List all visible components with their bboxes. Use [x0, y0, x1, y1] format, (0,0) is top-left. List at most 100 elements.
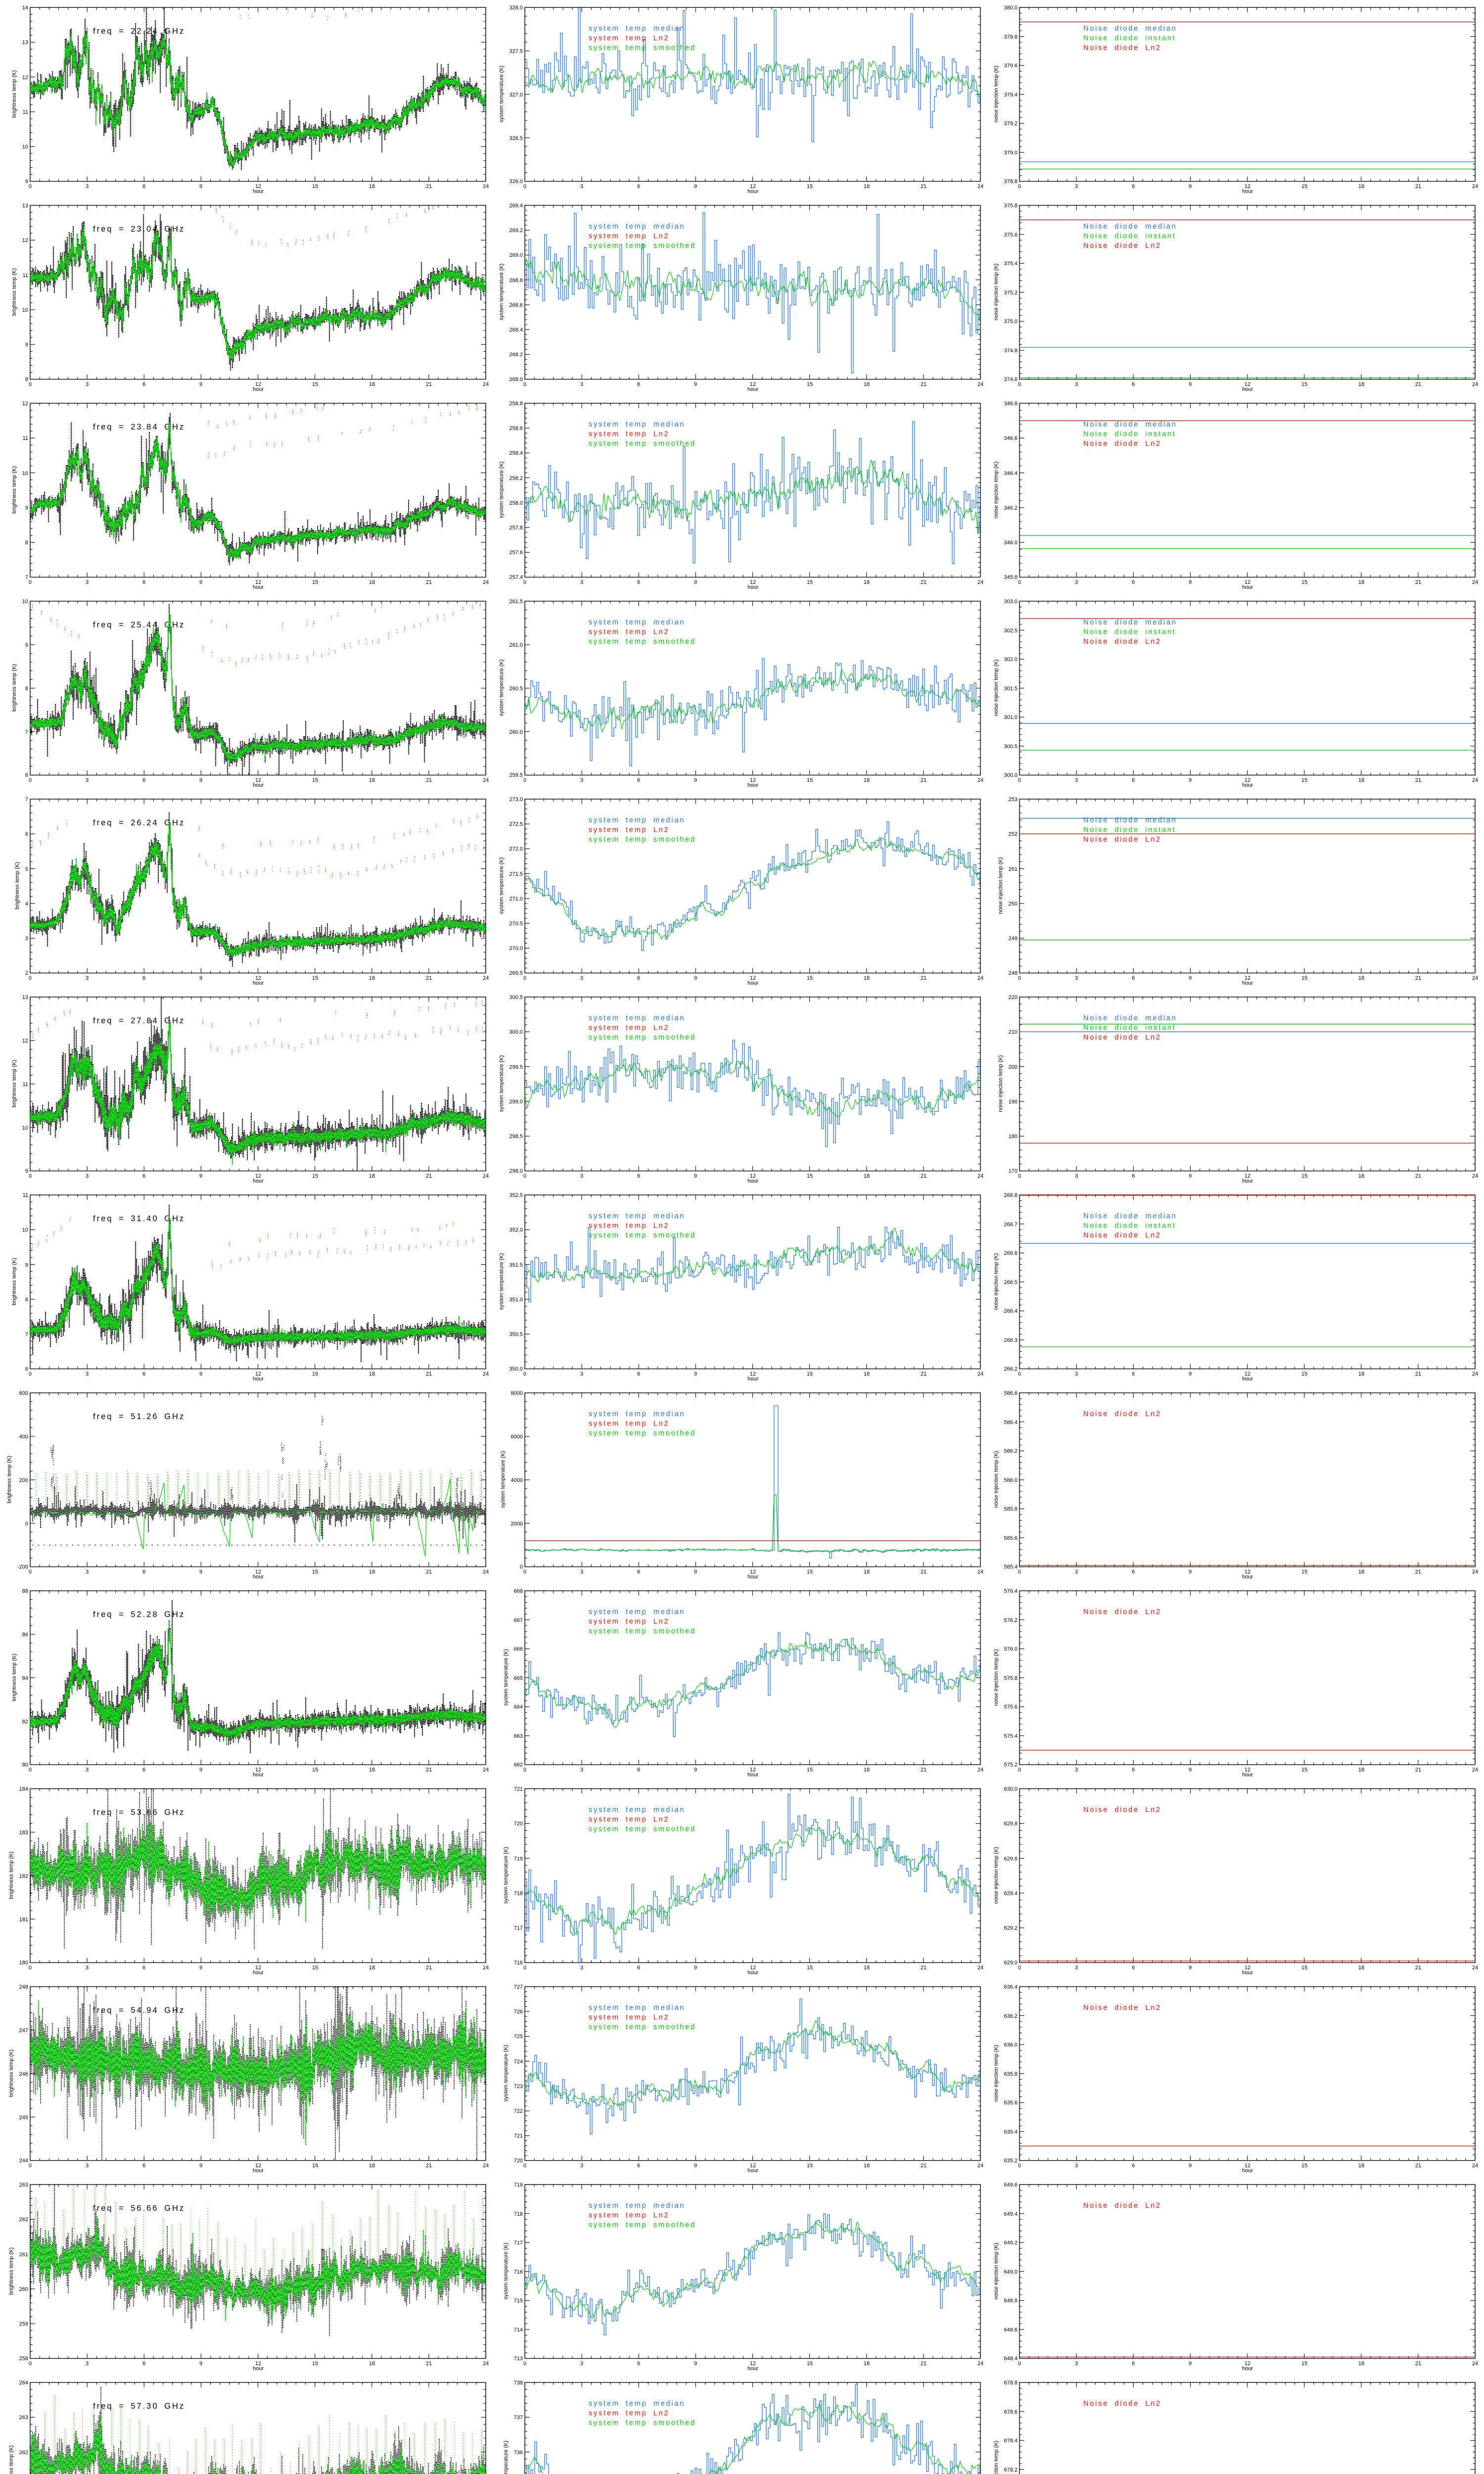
svg-text:635.6: 635.6 — [1004, 2100, 1018, 2106]
svg-text:freq = 56.66 GHz: freq = 56.66 GHz — [93, 2204, 185, 2213]
svg-text:12: 12 — [22, 75, 28, 81]
svg-text:724: 724 — [514, 2059, 523, 2065]
svg-text:8: 8 — [25, 686, 28, 692]
svg-text:brightness temp (K): brightness temp (K) — [8, 2445, 14, 2474]
svg-text:271.5: 271.5 — [509, 871, 523, 877]
svg-text:9: 9 — [25, 505, 28, 511]
svg-text:301.0: 301.0 — [1004, 714, 1018, 720]
svg-text:260.0: 260.0 — [509, 729, 523, 735]
svg-text:269.2: 269.2 — [509, 228, 523, 234]
svg-text:noise injection temp (K): noise injection temp (K) — [993, 1649, 999, 1706]
svg-text:375.8: 375.8 — [1004, 203, 1018, 209]
svg-text:system temperature (K): system temperature (K) — [499, 462, 505, 519]
svg-text:271.0: 271.0 — [509, 896, 523, 902]
svg-text:663: 663 — [514, 1733, 523, 1739]
svg-text:258.0: 258.0 — [509, 500, 523, 506]
svg-text:268.8: 268.8 — [509, 278, 523, 284]
svg-text:629.4: 629.4 — [1004, 1891, 1018, 1897]
svg-text:585.4: 585.4 — [1004, 1564, 1018, 1570]
svg-text:302.5: 302.5 — [1004, 628, 1018, 634]
svg-text:258.4: 258.4 — [509, 450, 523, 456]
svg-text:263: 263 — [19, 2182, 28, 2188]
svg-text:9: 9 — [25, 1168, 28, 1174]
svg-text:system temperature (K): system temperature (K) — [503, 2045, 509, 2102]
svg-text:715: 715 — [514, 2298, 523, 2304]
svg-text:351.5: 351.5 — [509, 1262, 523, 1268]
svg-text:249: 249 — [1009, 936, 1018, 942]
svg-text:648.6: 648.6 — [1004, 2327, 1018, 2333]
svg-text:668: 668 — [514, 1588, 523, 1594]
svg-text:301.5: 301.5 — [1004, 686, 1018, 692]
svg-text:380.0: 380.0 — [1004, 5, 1018, 11]
svg-text:269.0: 269.0 — [509, 252, 523, 258]
svg-text:251: 251 — [1009, 866, 1018, 872]
svg-text:586.2: 586.2 — [1004, 1448, 1018, 1454]
svg-text:252: 252 — [1009, 831, 1018, 837]
svg-text:575.4: 575.4 — [1004, 1733, 1018, 1739]
svg-text:302.0: 302.0 — [1004, 657, 1018, 663]
svg-text:262: 262 — [19, 2217, 28, 2223]
svg-text:12: 12 — [22, 1038, 28, 1044]
svg-text:379.6: 379.6 — [1004, 63, 1018, 69]
svg-text:6: 6 — [25, 831, 28, 837]
svg-text:298.0: 298.0 — [509, 1168, 523, 1174]
svg-text:10: 10 — [22, 1125, 28, 1131]
svg-text:719: 719 — [514, 2182, 523, 2188]
svg-text:713: 713 — [514, 2356, 523, 2362]
svg-text:725: 725 — [514, 2034, 523, 2040]
svg-text:13: 13 — [22, 995, 28, 1000]
svg-text:635.4: 635.4 — [1004, 2129, 1018, 2135]
svg-text:brightness temp (K): brightness temp (K) — [11, 70, 17, 118]
svg-text:576.4: 576.4 — [1004, 1588, 1018, 1594]
svg-text:noise injection temp (K): noise injection temp (K) — [993, 2441, 999, 2474]
svg-text:400: 400 — [19, 1434, 28, 1440]
svg-text:10: 10 — [22, 307, 28, 313]
svg-text:257.8: 257.8 — [509, 525, 523, 531]
svg-text:freq = 27.84 GHz: freq = 27.84 GHz — [93, 1016, 185, 1025]
svg-text:586.0: 586.0 — [1004, 1477, 1018, 1483]
svg-text:585.8: 585.8 — [1004, 1506, 1018, 1512]
svg-text:300.5: 300.5 — [1004, 744, 1018, 750]
svg-text:269.5: 269.5 — [509, 970, 523, 976]
svg-text:649.2: 649.2 — [1004, 2240, 1018, 2246]
svg-text:629.8: 629.8 — [1004, 1821, 1018, 1827]
svg-text:system temperature (K): system temperature (K) — [503, 2441, 509, 2474]
svg-text:200: 200 — [1009, 1064, 1018, 1070]
svg-text:350.0: 350.0 — [509, 1366, 523, 1372]
svg-text:576.2: 576.2 — [1004, 1618, 1018, 1623]
svg-text:375.2: 375.2 — [1004, 290, 1018, 296]
svg-text:82: 82 — [22, 1719, 28, 1725]
svg-text:7: 7 — [25, 797, 28, 803]
svg-text:noise injection temp (K): noise injection temp (K) — [993, 264, 999, 321]
svg-text:0: 0 — [25, 1521, 28, 1527]
svg-text:6: 6 — [25, 1366, 28, 1372]
svg-text:4: 4 — [25, 901, 28, 907]
svg-text:11: 11 — [23, 1082, 28, 1088]
svg-text:378.8: 378.8 — [1004, 179, 1018, 185]
svg-text:346.4: 346.4 — [1004, 471, 1018, 476]
svg-text:248: 248 — [19, 1984, 28, 1990]
svg-text:220: 220 — [1009, 995, 1018, 1000]
svg-text:system temperature (K): system temperature (K) — [499, 660, 505, 716]
svg-text:freq = 57.30 GHz: freq = 57.30 GHz — [93, 2402, 185, 2411]
svg-text:freq = 23.84 GHz: freq = 23.84 GHz — [93, 423, 185, 431]
svg-text:629.6: 629.6 — [1004, 1856, 1018, 1862]
svg-text:brightness temp (K): brightness temp (K) — [11, 1258, 17, 1305]
svg-text:262: 262 — [19, 2450, 28, 2456]
svg-text:260: 260 — [19, 2286, 28, 2292]
svg-text:7: 7 — [25, 729, 28, 735]
svg-text:system temperature (K): system temperature (K) — [503, 2243, 509, 2300]
svg-text:666: 666 — [514, 1646, 523, 1652]
svg-text:8: 8 — [25, 1297, 28, 1303]
svg-text:299.5: 299.5 — [509, 1064, 523, 1070]
svg-text:346.0: 346.0 — [1004, 540, 1018, 546]
svg-text:13: 13 — [22, 40, 28, 46]
svg-text:noise injection temp (K): noise injection temp (K) — [993, 660, 999, 716]
svg-text:8: 8 — [25, 377, 28, 382]
svg-text:346.2: 346.2 — [1004, 505, 1018, 511]
svg-text:80: 80 — [22, 1762, 28, 1768]
svg-text:266.2: 266.2 — [1004, 1366, 1018, 1372]
svg-text:585.6: 585.6 — [1004, 1535, 1018, 1541]
svg-text:noise injection temp (K): noise injection temp (K) — [993, 1847, 999, 1904]
svg-text:248: 248 — [1009, 970, 1018, 976]
